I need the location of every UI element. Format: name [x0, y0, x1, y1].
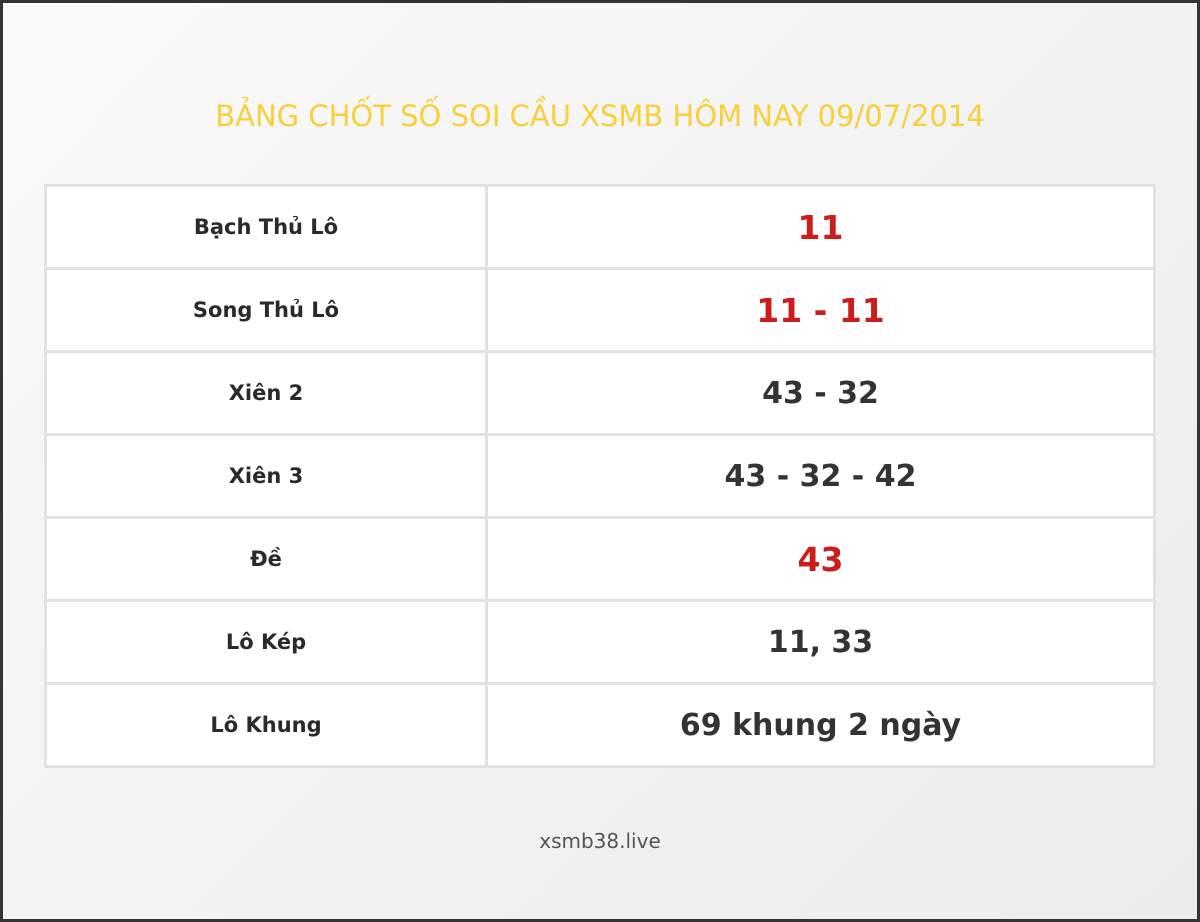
table-row: Lô Khung 69 khung 2 ngày [44, 682, 1156, 768]
prediction-table: Bạch Thủ Lô 11 Song Thủ Lô 11 - 11 Xiên 2 43 … [44, 184, 1156, 768]
table-row: Bạch Thủ Lô 11 [44, 184, 1156, 270]
row-value: 11 - 11 [485, 267, 1156, 353]
table-row: Xiên 2 43 - 32 [44, 350, 1156, 436]
row-value: 69 khung 2 ngày [485, 682, 1156, 768]
row-label: Đề [44, 516, 488, 602]
table-row: Xiên 3 43 - 32 - 42 [44, 433, 1156, 519]
row-value: 43 - 32 - 42 [485, 433, 1156, 519]
row-label: Lô Khung [44, 682, 488, 768]
table-row: Song Thủ Lô 11 - 11 [44, 267, 1156, 353]
row-label: Xiên 2 [44, 350, 488, 436]
site-watermark: xsmb38.live [539, 829, 661, 853]
row-label: Xiên 3 [44, 433, 488, 519]
row-value: 11 [485, 184, 1156, 270]
page-title: BẢNG CHỐT SỐ SOI CẦU XSMB HÔM NAY 09/07/… [215, 99, 985, 133]
row-label: Lô Kép [44, 599, 488, 685]
row-value: 11, 33 [485, 599, 1156, 685]
row-value: 43 - 32 [485, 350, 1156, 436]
row-label: Bạch Thủ Lô [44, 184, 488, 270]
table-row: Lô Kép 11, 33 [44, 599, 1156, 685]
table-row: Đề 43 [44, 516, 1156, 602]
row-label: Song Thủ Lô [44, 267, 488, 353]
row-value: 43 [485, 516, 1156, 602]
